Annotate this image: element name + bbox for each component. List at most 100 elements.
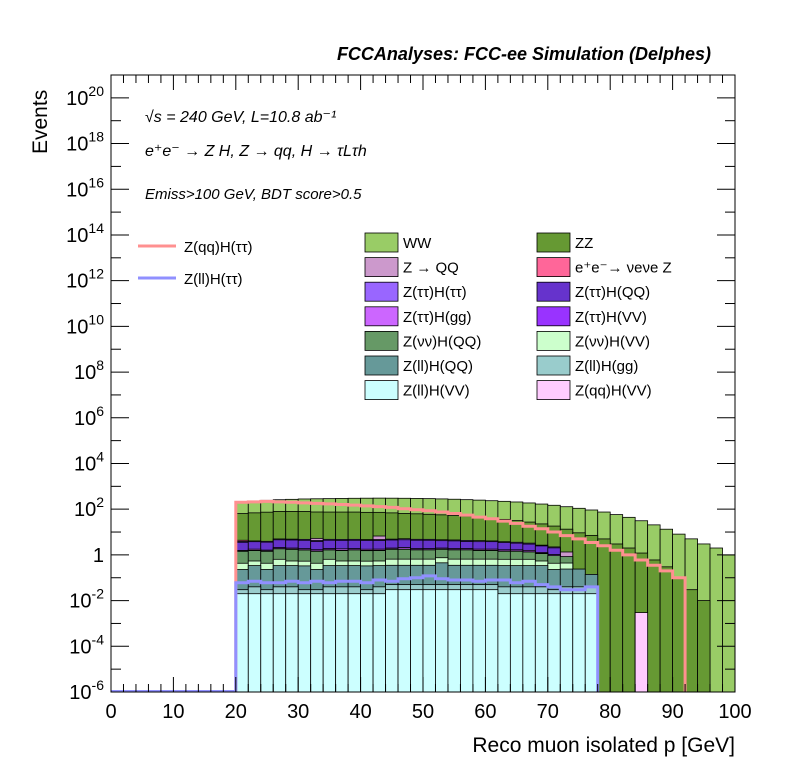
legend-swatch bbox=[536, 232, 571, 253]
legend-swatch bbox=[536, 355, 571, 376]
bar-1-9 bbox=[347, 593, 361, 692]
line-series-1 bbox=[234, 574, 600, 692]
bar-1-5 bbox=[297, 593, 312, 692]
bar-1-8 bbox=[335, 593, 349, 692]
legend-swatch bbox=[536, 257, 571, 278]
bar-1-24 bbox=[534, 593, 549, 692]
legend-swatch bbox=[536, 330, 571, 351]
bar-1-25 bbox=[547, 593, 561, 692]
bar-1-19 bbox=[472, 589, 486, 692]
annotation-cuts: Emiss>100 GeV, BDT score>0.5 bbox=[145, 186, 362, 203]
legend-label: Z(ττ)H(gg) bbox=[403, 309, 472, 326]
bar-1-20 bbox=[484, 589, 499, 692]
legend-swatch bbox=[364, 281, 399, 302]
x-tick-label: 50 bbox=[412, 701, 434, 723]
y-tick-label: 1018 bbox=[66, 129, 104, 156]
legend-swatch bbox=[364, 257, 399, 278]
legend-swatch bbox=[536, 306, 571, 327]
legend-swatch bbox=[364, 355, 399, 376]
bar-12-33 bbox=[647, 559, 661, 692]
legend-label: Z(ττ)H(QQ) bbox=[575, 284, 650, 301]
legend-label: Z(qq)H(VV) bbox=[575, 383, 652, 400]
y-axis: 10-6 10-4 10-2 1 102 104 106 108 1010 1012 1014 101… bbox=[66, 74, 735, 704]
bar-1-0 bbox=[235, 593, 249, 692]
bar-0-32 bbox=[634, 612, 649, 692]
y-tick-label: 10-6 bbox=[69, 677, 104, 704]
y-tick-label: 1020 bbox=[66, 83, 104, 110]
legend-label: Z(ττ)H(VV) bbox=[575, 309, 647, 326]
x-tick-label: 100 bbox=[718, 701, 751, 723]
y-tick-label: 10-4 bbox=[69, 631, 104, 658]
y-tick-label: 106 bbox=[74, 403, 104, 430]
bar-1-27 bbox=[572, 593, 586, 692]
annotation-block: √s = 240 GeV, L=10.8 ab⁻¹ e⁺e⁻ → Z H, Z … bbox=[145, 109, 367, 203]
legend-label: Z(ll)H(gg) bbox=[575, 358, 638, 375]
line-series-0 bbox=[234, 499, 687, 692]
stacked-histograms bbox=[235, 497, 735, 692]
bar-1-1 bbox=[247, 593, 262, 692]
chart-title: FCCAnalyses: FCC-ee Simulation (Delphes) bbox=[337, 44, 711, 64]
x-tick-label: 70 bbox=[537, 701, 559, 723]
bar-12-34 bbox=[659, 566, 673, 692]
bar-1-2 bbox=[260, 593, 274, 692]
bar-1-10 bbox=[360, 593, 374, 692]
series-1 bbox=[235, 589, 599, 692]
bar-1-18 bbox=[460, 589, 474, 692]
legend-label: Z(ll)H(VV) bbox=[403, 383, 470, 400]
y-tick-label: 1 bbox=[93, 545, 104, 567]
bar-1-3 bbox=[272, 593, 287, 692]
bar-1-4 bbox=[285, 593, 299, 692]
legend-label: Z(ll)H(QQ) bbox=[403, 358, 473, 375]
series-0 bbox=[634, 612, 649, 692]
bar-1-6 bbox=[310, 593, 324, 692]
legend-swatch bbox=[364, 330, 399, 351]
bar-1-26 bbox=[559, 593, 574, 692]
bar-12-29 bbox=[597, 538, 611, 692]
bar-1-22 bbox=[509, 593, 524, 692]
bar-12-30 bbox=[609, 543, 624, 692]
legend-label: Z(ll)H(ττ) bbox=[184, 271, 243, 288]
bar-12-35 bbox=[672, 577, 686, 692]
annotation-energy-lumi: √s = 240 GeV, L=10.8 ab⁻¹ bbox=[145, 109, 336, 126]
y-tick-label: 1012 bbox=[66, 266, 104, 293]
bar-1-7 bbox=[322, 593, 337, 692]
x-tick-label: 90 bbox=[661, 701, 683, 723]
bar-13-38 bbox=[709, 547, 723, 692]
bar-1-13 bbox=[397, 589, 411, 692]
x-tick-label: 20 bbox=[225, 701, 247, 723]
legend-swatch bbox=[536, 380, 571, 401]
legend-swatch bbox=[364, 306, 399, 327]
legend-label: Z(ττ)H(ττ) bbox=[403, 284, 467, 301]
y-axis-label: Events bbox=[29, 90, 52, 154]
annotation-process: e⁺e⁻ → Z H, Z → qq, H → τLτh bbox=[145, 143, 367, 160]
legend-label: ZZ bbox=[575, 235, 593, 252]
y-tick-label: 1016 bbox=[66, 174, 104, 201]
x-tick-label: 0 bbox=[105, 701, 116, 723]
legend-label: Z(νν)H(VV) bbox=[575, 333, 650, 350]
legend-label: WW bbox=[403, 235, 432, 252]
bar-1-15 bbox=[422, 589, 436, 692]
bar-12-31 bbox=[622, 547, 636, 692]
y-tick-label: 104 bbox=[74, 448, 104, 475]
legend-label: Z → QQ bbox=[403, 260, 459, 277]
y-tick-label: 1014 bbox=[66, 220, 104, 247]
bar-1-16 bbox=[435, 589, 449, 692]
legend-swatch bbox=[536, 281, 571, 302]
legend-swatch bbox=[364, 232, 399, 253]
bar-1-23 bbox=[522, 593, 536, 692]
bar-1-17 bbox=[447, 589, 461, 692]
x-tick-label: 60 bbox=[474, 701, 496, 723]
legend-label: Z(νν)H(QQ) bbox=[403, 333, 481, 350]
bar-12-36 bbox=[684, 589, 698, 692]
y-tick-label: 1010 bbox=[66, 311, 104, 338]
legend-label: e⁺e⁻→ νeνe Z bbox=[575, 260, 672, 277]
y-tick-label: 102 bbox=[74, 494, 104, 521]
bar-1-11 bbox=[372, 593, 386, 692]
bar-1-14 bbox=[410, 589, 424, 692]
x-tick-label: 40 bbox=[349, 701, 371, 723]
legend-label: Z(qq)H(ττ) bbox=[184, 239, 253, 256]
bar-1-28 bbox=[584, 593, 599, 692]
x-tick-label: 10 bbox=[162, 701, 184, 723]
bar-12-37 bbox=[697, 600, 711, 692]
